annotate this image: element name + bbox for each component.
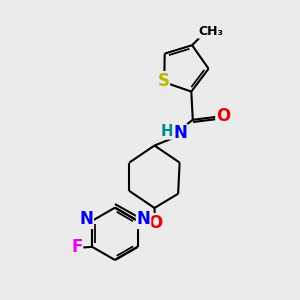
Text: H: H — [160, 124, 173, 139]
Text: O: O — [148, 214, 162, 232]
Text: F: F — [71, 238, 82, 256]
Text: N: N — [80, 210, 93, 228]
Text: N: N — [173, 124, 187, 142]
Text: N: N — [136, 210, 151, 228]
Text: S: S — [157, 72, 169, 90]
Text: O: O — [216, 107, 230, 125]
Text: CH₃: CH₃ — [199, 25, 224, 38]
